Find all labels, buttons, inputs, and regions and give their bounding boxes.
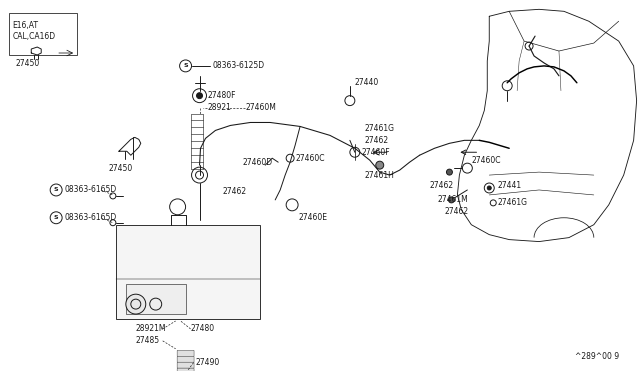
Text: 27460C: 27460C (471, 156, 501, 165)
Text: CAL,CA16D: CAL,CA16D (12, 32, 56, 41)
Text: 27480F: 27480F (207, 91, 236, 100)
Text: 27460D: 27460D (243, 158, 273, 167)
Text: S: S (183, 63, 188, 68)
Text: 27450: 27450 (109, 164, 133, 173)
FancyBboxPatch shape (177, 356, 194, 362)
FancyBboxPatch shape (177, 350, 194, 356)
FancyBboxPatch shape (177, 368, 194, 372)
Text: 28921: 28921 (207, 103, 232, 112)
Text: 27440: 27440 (355, 78, 379, 87)
Text: 08363-6125D: 08363-6125D (212, 61, 264, 70)
Text: 27461H: 27461H (365, 171, 395, 180)
FancyBboxPatch shape (116, 225, 260, 319)
Text: 27460C: 27460C (295, 154, 324, 163)
Text: 08363-6165D: 08363-6165D (64, 186, 116, 195)
FancyBboxPatch shape (126, 284, 186, 314)
Circle shape (376, 161, 384, 169)
Text: 27462: 27462 (365, 136, 389, 145)
Text: 08363-6165D: 08363-6165D (64, 213, 116, 222)
Text: 27480: 27480 (191, 324, 214, 333)
Circle shape (487, 186, 492, 190)
Text: 27461G: 27461G (365, 124, 395, 133)
Text: 27450: 27450 (15, 60, 40, 68)
Text: 27462: 27462 (444, 207, 468, 216)
Circle shape (196, 93, 202, 99)
Text: E16,AT: E16,AT (12, 21, 38, 30)
Text: S: S (54, 187, 58, 192)
Text: 27490: 27490 (196, 358, 220, 367)
Text: 28921M: 28921M (136, 324, 166, 333)
Circle shape (447, 169, 452, 175)
Text: ^289^00 9: ^289^00 9 (575, 352, 619, 361)
Text: S: S (54, 215, 58, 220)
Text: 27460M: 27460M (245, 103, 276, 112)
FancyBboxPatch shape (177, 362, 194, 368)
Text: 27460F: 27460F (362, 148, 390, 157)
Text: 27461M: 27461M (438, 195, 468, 204)
Text: 27460E: 27460E (298, 213, 327, 222)
Text: 27462: 27462 (223, 187, 246, 196)
Text: 27485: 27485 (136, 336, 160, 345)
Text: 27441: 27441 (497, 180, 522, 189)
Circle shape (126, 294, 146, 314)
Text: 27462: 27462 (429, 180, 454, 189)
Circle shape (449, 197, 454, 203)
Text: 27461G: 27461G (497, 198, 527, 207)
